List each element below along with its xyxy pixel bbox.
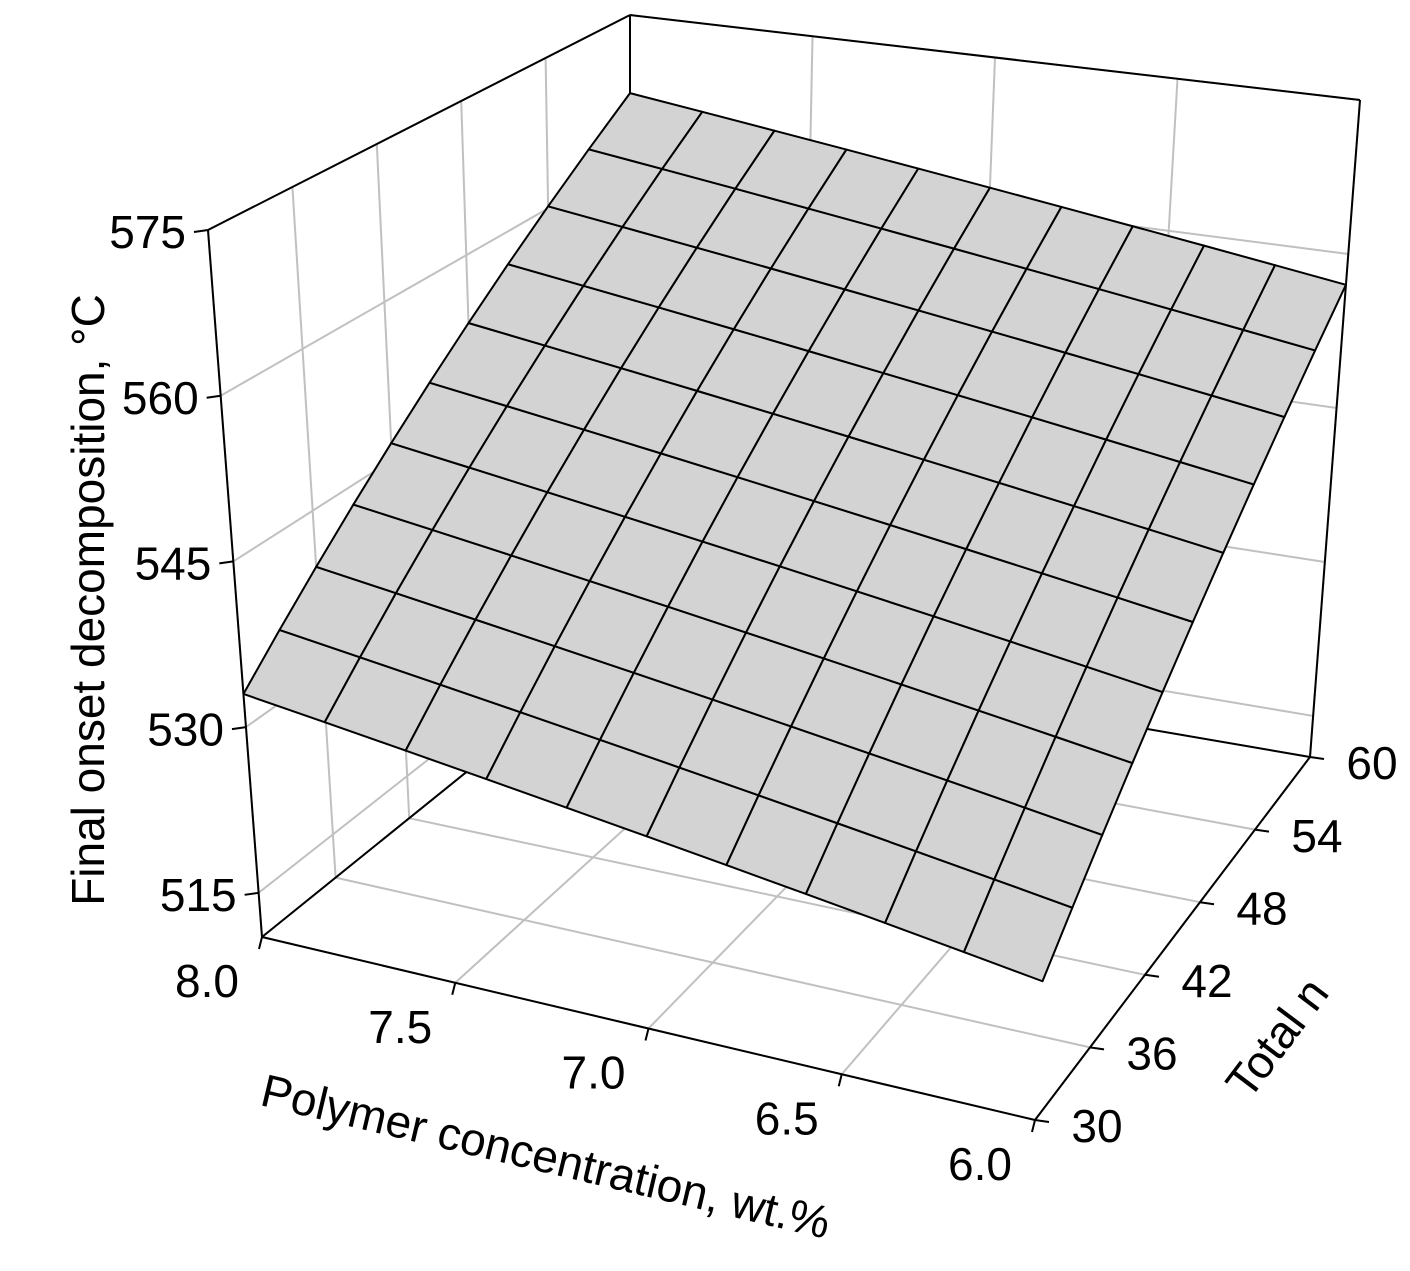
box-edge — [1309, 99, 1361, 758]
z-tick — [244, 891, 259, 896]
y-tick — [1254, 828, 1270, 833]
z-tick-label: 545 — [135, 538, 212, 590]
x-tick — [644, 1028, 650, 1041]
y-tick-label: 30 — [1071, 1100, 1122, 1152]
y-tick — [1199, 901, 1215, 906]
y-tick-label: 48 — [1236, 882, 1287, 934]
x-tick — [258, 936, 263, 950]
z-tick-label: 515 — [160, 869, 237, 921]
z-tick-label: 575 — [109, 206, 186, 258]
x-tick-label: 7.5 — [368, 1001, 432, 1053]
z-tick — [193, 229, 209, 233]
y-tick-label: 42 — [1181, 955, 1232, 1007]
y-tick-label: 54 — [1291, 810, 1342, 862]
x-tick-label: 6.5 — [755, 1092, 819, 1144]
x-tick-label: 8.0 — [175, 955, 239, 1007]
box-edge — [629, 14, 1361, 101]
grid-line — [335, 876, 1091, 1049]
surface — [242, 92, 1347, 983]
z-tick-label: 530 — [147, 703, 224, 755]
x-tick — [837, 1074, 843, 1087]
y-tick-label: 60 — [1346, 737, 1397, 789]
grid-line — [291, 186, 337, 878]
y-tick — [1034, 1119, 1050, 1123]
x-tick-label: 7.0 — [562, 1047, 626, 1099]
x-tick — [451, 982, 457, 995]
box-edge — [207, 229, 263, 938]
y-tick-label: 36 — [1126, 1028, 1177, 1080]
z-tick — [219, 560, 234, 565]
z-tick — [231, 726, 247, 731]
y-tick — [1144, 973, 1160, 978]
z-tick — [206, 394, 221, 399]
y-tick — [1089, 1046, 1105, 1051]
x-tick — [1031, 1119, 1036, 1133]
z-tick-label: 560 — [122, 372, 199, 424]
box-edge — [207, 14, 631, 231]
y-tick — [1309, 756, 1325, 760]
y-axis — [1034, 756, 1311, 1121]
x-tick-label: 6.0 — [948, 1138, 1012, 1190]
z-axis-label: Final onset decomposition, °C — [62, 294, 114, 906]
surface-cell — [1242, 264, 1347, 352]
